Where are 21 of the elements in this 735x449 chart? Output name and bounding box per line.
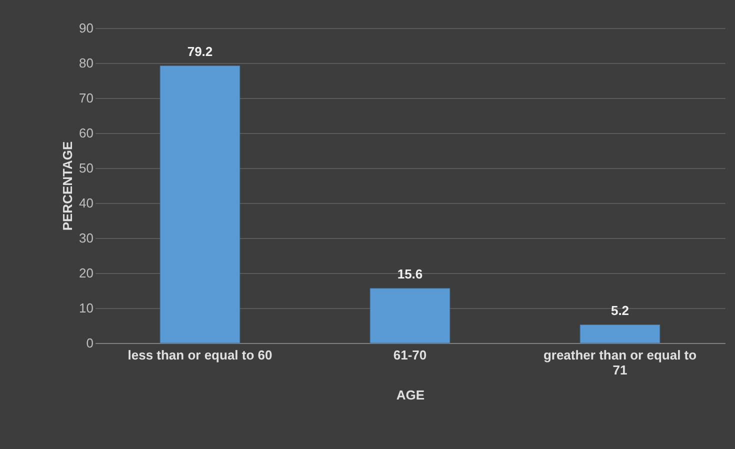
y-tick-label: 40 [79, 196, 94, 210]
bar [580, 324, 660, 344]
data-label: 79.2 [187, 44, 213, 59]
x-tick-label: greather than or equal to 71 [543, 348, 697, 378]
y-tick-label: 20 [79, 266, 94, 280]
y-tick-label: 30 [79, 230, 94, 246]
y-tick-label: 60 [79, 126, 94, 140]
x-tick-label: less than or equal to 60 [128, 348, 272, 362]
y-tick-label: 50 [79, 160, 94, 176]
bar [370, 288, 450, 344]
y-tick-label: 0 [86, 336, 94, 350]
y-axis-title: PERCENTAGE [60, 141, 76, 231]
x-tick-label: 61-70 [393, 348, 427, 362]
y-tick-label: 80 [79, 56, 94, 70]
x-axis-title: AGE [396, 388, 425, 402]
y-tick-label: 90 [79, 20, 94, 36]
data-label: 15.6 [397, 266, 423, 282]
y-tick-label: 70 [79, 90, 94, 106]
data-label: 5.2 [610, 302, 630, 318]
bar [160, 66, 240, 344]
y-tick-label: 10 [79, 300, 94, 316]
